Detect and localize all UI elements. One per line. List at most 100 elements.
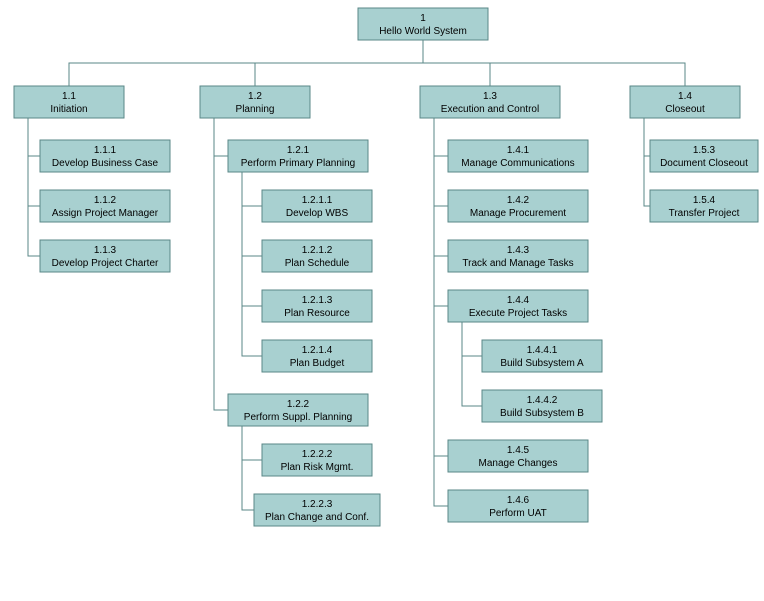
wbs-node-name: Plan Schedule [285,258,350,269]
wbs-node-id: 1.2.1.3 [302,295,333,306]
wbs-node-id: 1.4.5 [507,445,530,456]
wbs-edge [423,40,685,86]
wbs-edge [242,172,262,256]
wbs-node-name: Build Subsystem B [500,408,584,419]
wbs-edge [434,118,448,156]
wbs-node-name: Manage Communications [461,158,574,169]
wbs-edge [644,118,650,156]
wbs-edge [242,426,262,460]
wbs-node-id: 1.4 [678,91,692,102]
wbs-diagram: 1 Hello World System 1.1 Initiation 1.2 Plann… [0,0,764,601]
wbs-node-id: 1.1.2 [94,195,117,206]
wbs-node-name: Plan Change and Conf. [265,512,369,523]
wbs-node-id: 1.4.4 [507,295,530,306]
wbs-node-id: 1 [420,13,426,24]
wbs-node-name: Develop Project Charter [52,258,159,269]
wbs-node-name: Perform Suppl. Planning [244,412,352,423]
wbs-edge [434,118,448,506]
wbs-node: 1.2.2.3 Plan Change and Conf. [254,494,380,526]
wbs-node-id: 1.4.6 [507,495,530,506]
wbs-node: 1.4.3 Track and Manage Tasks [448,240,588,272]
wbs-node-name: Develop WBS [286,208,349,219]
wbs-node-id: 1.2 [248,91,262,102]
wbs-node: 1.4.1 Manage Communications [448,140,588,172]
wbs-edge [28,118,40,206]
wbs-node-name: Build Subsystem A [500,358,584,369]
wbs-node: 1.4 Closeout [630,86,740,118]
wbs-node: 1.1 Initiation [14,86,124,118]
wbs-node: 1.2.1 Perform Primary Planning [228,140,368,172]
wbs-node-name: Assign Project Manager [52,208,159,219]
wbs-node: 1.5.3 Document Closeout [650,140,758,172]
wbs-node-id: 1.1.1 [94,145,117,156]
wbs-node: 1.4.4.2Build Subsystem B [482,390,602,422]
wbs-node-name: Transfer Project [669,208,740,219]
wbs-node-name: Plan Risk Mgmt. [281,462,354,473]
wbs-node-name: Hello World System [379,26,467,37]
wbs-node: 1.5.4 Transfer Project [650,190,758,222]
wbs-node-name: Plan Budget [290,358,345,369]
wbs-node-name: Planning [236,104,275,115]
wbs-node-name: Plan Resource [284,308,350,319]
wbs-edge [28,118,40,156]
wbs-edge [214,118,228,156]
wbs-edge [214,118,228,410]
wbs-node: 1.4.4 Execute Project Tasks [448,290,588,322]
wbs-node: 1.1.2 Assign Project Manager [40,190,170,222]
wbs-node-name: Initiation [50,104,87,115]
wbs-node-name: Execution and Control [441,104,539,115]
wbs-node-id: 1.2.1.1 [302,195,333,206]
wbs-node: 1.2.2 Perform Suppl. Planning [228,394,368,426]
wbs-edge [242,426,254,510]
wbs-node-id: 1.2.2.2 [302,449,333,460]
wbs-node-id: 1.4.2 [507,195,530,206]
wbs-edge [434,118,448,456]
wbs-node: 1.4.5 Manage Changes [448,440,588,472]
wbs-node-id: 1.5.4 [693,195,716,206]
wbs-edge [434,118,448,206]
wbs-node: 1.1.1 Develop Business Case [40,140,170,172]
wbs-node: 1.2.1.4 Plan Budget [262,340,372,372]
wbs-node: 1.2 Planning [200,86,310,118]
wbs-node-id: 1.2.2.3 [302,499,333,510]
wbs-edge [434,118,448,256]
wbs-node-id: 1.1.3 [94,245,117,256]
wbs-node: 1.1.3 Develop Project Charter [40,240,170,272]
wbs-node: 1.4.6 Perform UAT [448,490,588,522]
wbs-node-id: 1.5.3 [693,145,716,156]
wbs-node-id: 1.1 [62,91,76,102]
wbs-node-id: 1.4.1 [507,145,530,156]
wbs-node: 1 Hello World System [358,8,488,40]
wbs-node-name: Develop Business Case [52,158,159,169]
wbs-edge [242,172,262,206]
wbs-node-name: Perform UAT [489,508,547,519]
wbs-edge [644,118,650,206]
wbs-node-id: 1.2.1 [287,145,310,156]
wbs-node-id: 1.2.2 [287,399,310,410]
nodes-layer: 1 Hello World System 1.1 Initiation 1.2 Plann… [14,8,758,526]
wbs-edge [434,118,448,306]
wbs-node: 1.2.2.2 Plan Risk Mgmt. [262,444,372,476]
wbs-node-id: 1.2.1.4 [302,345,333,356]
wbs-edge [462,322,482,406]
wbs-node-name: Execute Project Tasks [469,308,567,319]
wbs-node-id: 1.4.4.1 [527,345,558,356]
wbs-node-name: Document Closeout [660,158,748,169]
wbs-node-id: 1.2.1.2 [302,245,333,256]
wbs-node: 1.2.1.2 Plan Schedule [262,240,372,272]
wbs-node-name: Perform Primary Planning [241,158,355,169]
wbs-node-id: 1.3 [483,91,497,102]
wbs-node-id: 1.4.3 [507,245,530,256]
wbs-edge [462,322,482,356]
wbs-edge [242,172,262,356]
wbs-node: 1.4.4.1 Build Subsystem A [482,340,602,372]
wbs-node-name: Closeout [665,104,705,115]
wbs-edge [242,172,262,306]
wbs-node: 1.4.2Manage Procurement [448,190,588,222]
wbs-edge [28,118,40,256]
wbs-node-name: Manage Changes [479,458,558,469]
wbs-node: 1.2.1.3 Plan Resource [262,290,372,322]
wbs-node-name: Track and Manage Tasks [462,258,573,269]
wbs-node: 1.2.1.1 Develop WBS [262,190,372,222]
wbs-edge [255,40,423,86]
